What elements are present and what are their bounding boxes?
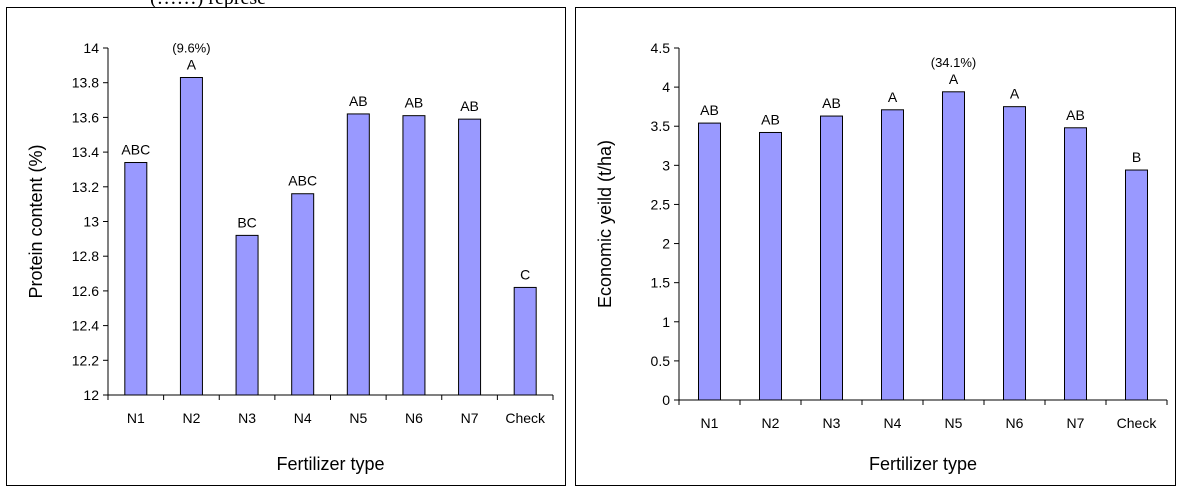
data-label: A [187,56,197,72]
data-label: AB [349,93,368,109]
y-tick-label: 12.8 [72,248,99,264]
y-tick-label: 3 [662,157,670,173]
data-label: AB [822,95,841,111]
protein-content-chart: 1212.212.412.612.81313.213.413.613.814AB… [26,40,554,474]
bar-check [1125,169,1148,401]
x-tick-label: N3 [823,415,841,431]
data-label: A [1010,86,1020,102]
y-tick-label: 13.4 [72,144,99,160]
annotation-label: (9.6%) [172,40,210,55]
x-tick-label: N7 [1067,415,1085,431]
y-axis-title: Protein content (%) [26,144,46,298]
bar-n2 [179,76,203,396]
x-tick-label: N6 [405,410,423,426]
data-label: ABC [121,142,150,158]
y-tick-label: 12.4 [72,318,99,334]
y-tick-label: 13.2 [72,179,99,195]
data-label: AB [405,95,424,111]
bar-n4 [291,193,315,396]
bar-check [513,286,537,396]
y-tick-label: 12 [83,387,99,403]
bar-n7 [458,118,482,396]
y-tick-label: 12.2 [72,352,99,368]
data-label: A [888,89,898,105]
data-label: B [1132,149,1141,165]
bar-n3 [820,115,843,401]
annotation-label: (34.1%) [931,55,977,70]
y-tick-label: 2 [662,236,670,252]
bar-n2 [759,131,782,401]
bar-n1 [124,162,148,396]
data-label: A [949,71,959,87]
x-axis-title: Fertilizer type [869,454,977,474]
economic-yield-chart: 0 0.5 1 1.5 2 2.5 3 3.5 4 4.5 AB N1 AB N2 AB N3 A N4 A N5 A N… [595,40,1168,474]
y-tick-label: 1 [662,314,670,330]
data-label: AB [761,111,780,127]
protein-chart-panel: 12 12.2 12.4 12.6 12.8 13 13.2 13.4 13.6 13.8 14 AB… [6,7,566,486]
caption-text: (……) represe [150,0,266,8]
bar-n1 [698,122,721,401]
bar-n5 [346,113,370,396]
y-tick-label: 12.6 [72,283,99,299]
y-tick-label: 14 [83,40,99,56]
x-tick-label: N4 [294,410,312,426]
bar-n3 [235,234,259,396]
x-tick-label: N5 [945,415,963,431]
bar-n6 [402,115,426,396]
data-label: BC [237,214,256,230]
bar-n4 [881,109,904,401]
x-tick-label: N1 [701,415,719,431]
data-label: AB [700,102,719,118]
data-label: ABC [288,173,317,189]
data-label: C [520,266,530,282]
x-tick-label: N2 [182,410,200,426]
y-tick-label: 13 [83,214,99,230]
bar-n5 [942,91,965,401]
x-tick-label: N6 [1006,415,1024,431]
yield-chart-panel: 0 0.5 1 1.5 2 2.5 3 3.5 4 4.5 AB N1 AB N2 AB N3 A N4 A N5 A N… [575,7,1176,486]
y-tick-label: 4 [662,79,670,95]
x-tick-label: Check [1117,415,1158,431]
y-tick-label: 3.5 [651,118,671,134]
y-tick-label: 13.8 [72,75,99,91]
y-tick-label: 0.5 [651,353,671,369]
x-tick-label: N1 [127,410,145,426]
y-tick-label: 4.5 [651,40,671,56]
y-tick-label: 1.5 [651,275,671,291]
bar-n7 [1064,127,1087,401]
y-tick-label: 0 [662,392,670,408]
data-label: AB [1066,107,1085,123]
x-tick-label: N4 [884,415,902,431]
y-axis-title: Economic yeild (t/ha) [595,140,615,308]
bar-n6 [1003,106,1026,401]
x-tick-label: N3 [238,410,256,426]
x-axis-title: Fertilizer type [276,454,384,474]
y-tick-label: 13.6 [72,109,99,125]
x-tick-label: Check [505,410,546,426]
data-label: AB [460,98,479,114]
x-tick-label: N7 [461,410,479,426]
x-tick-label: N2 [762,415,780,431]
caption-strip: (……) represe [0,0,1183,8]
y-tick-label: 2.5 [651,196,671,212]
x-tick-label: N5 [349,410,367,426]
